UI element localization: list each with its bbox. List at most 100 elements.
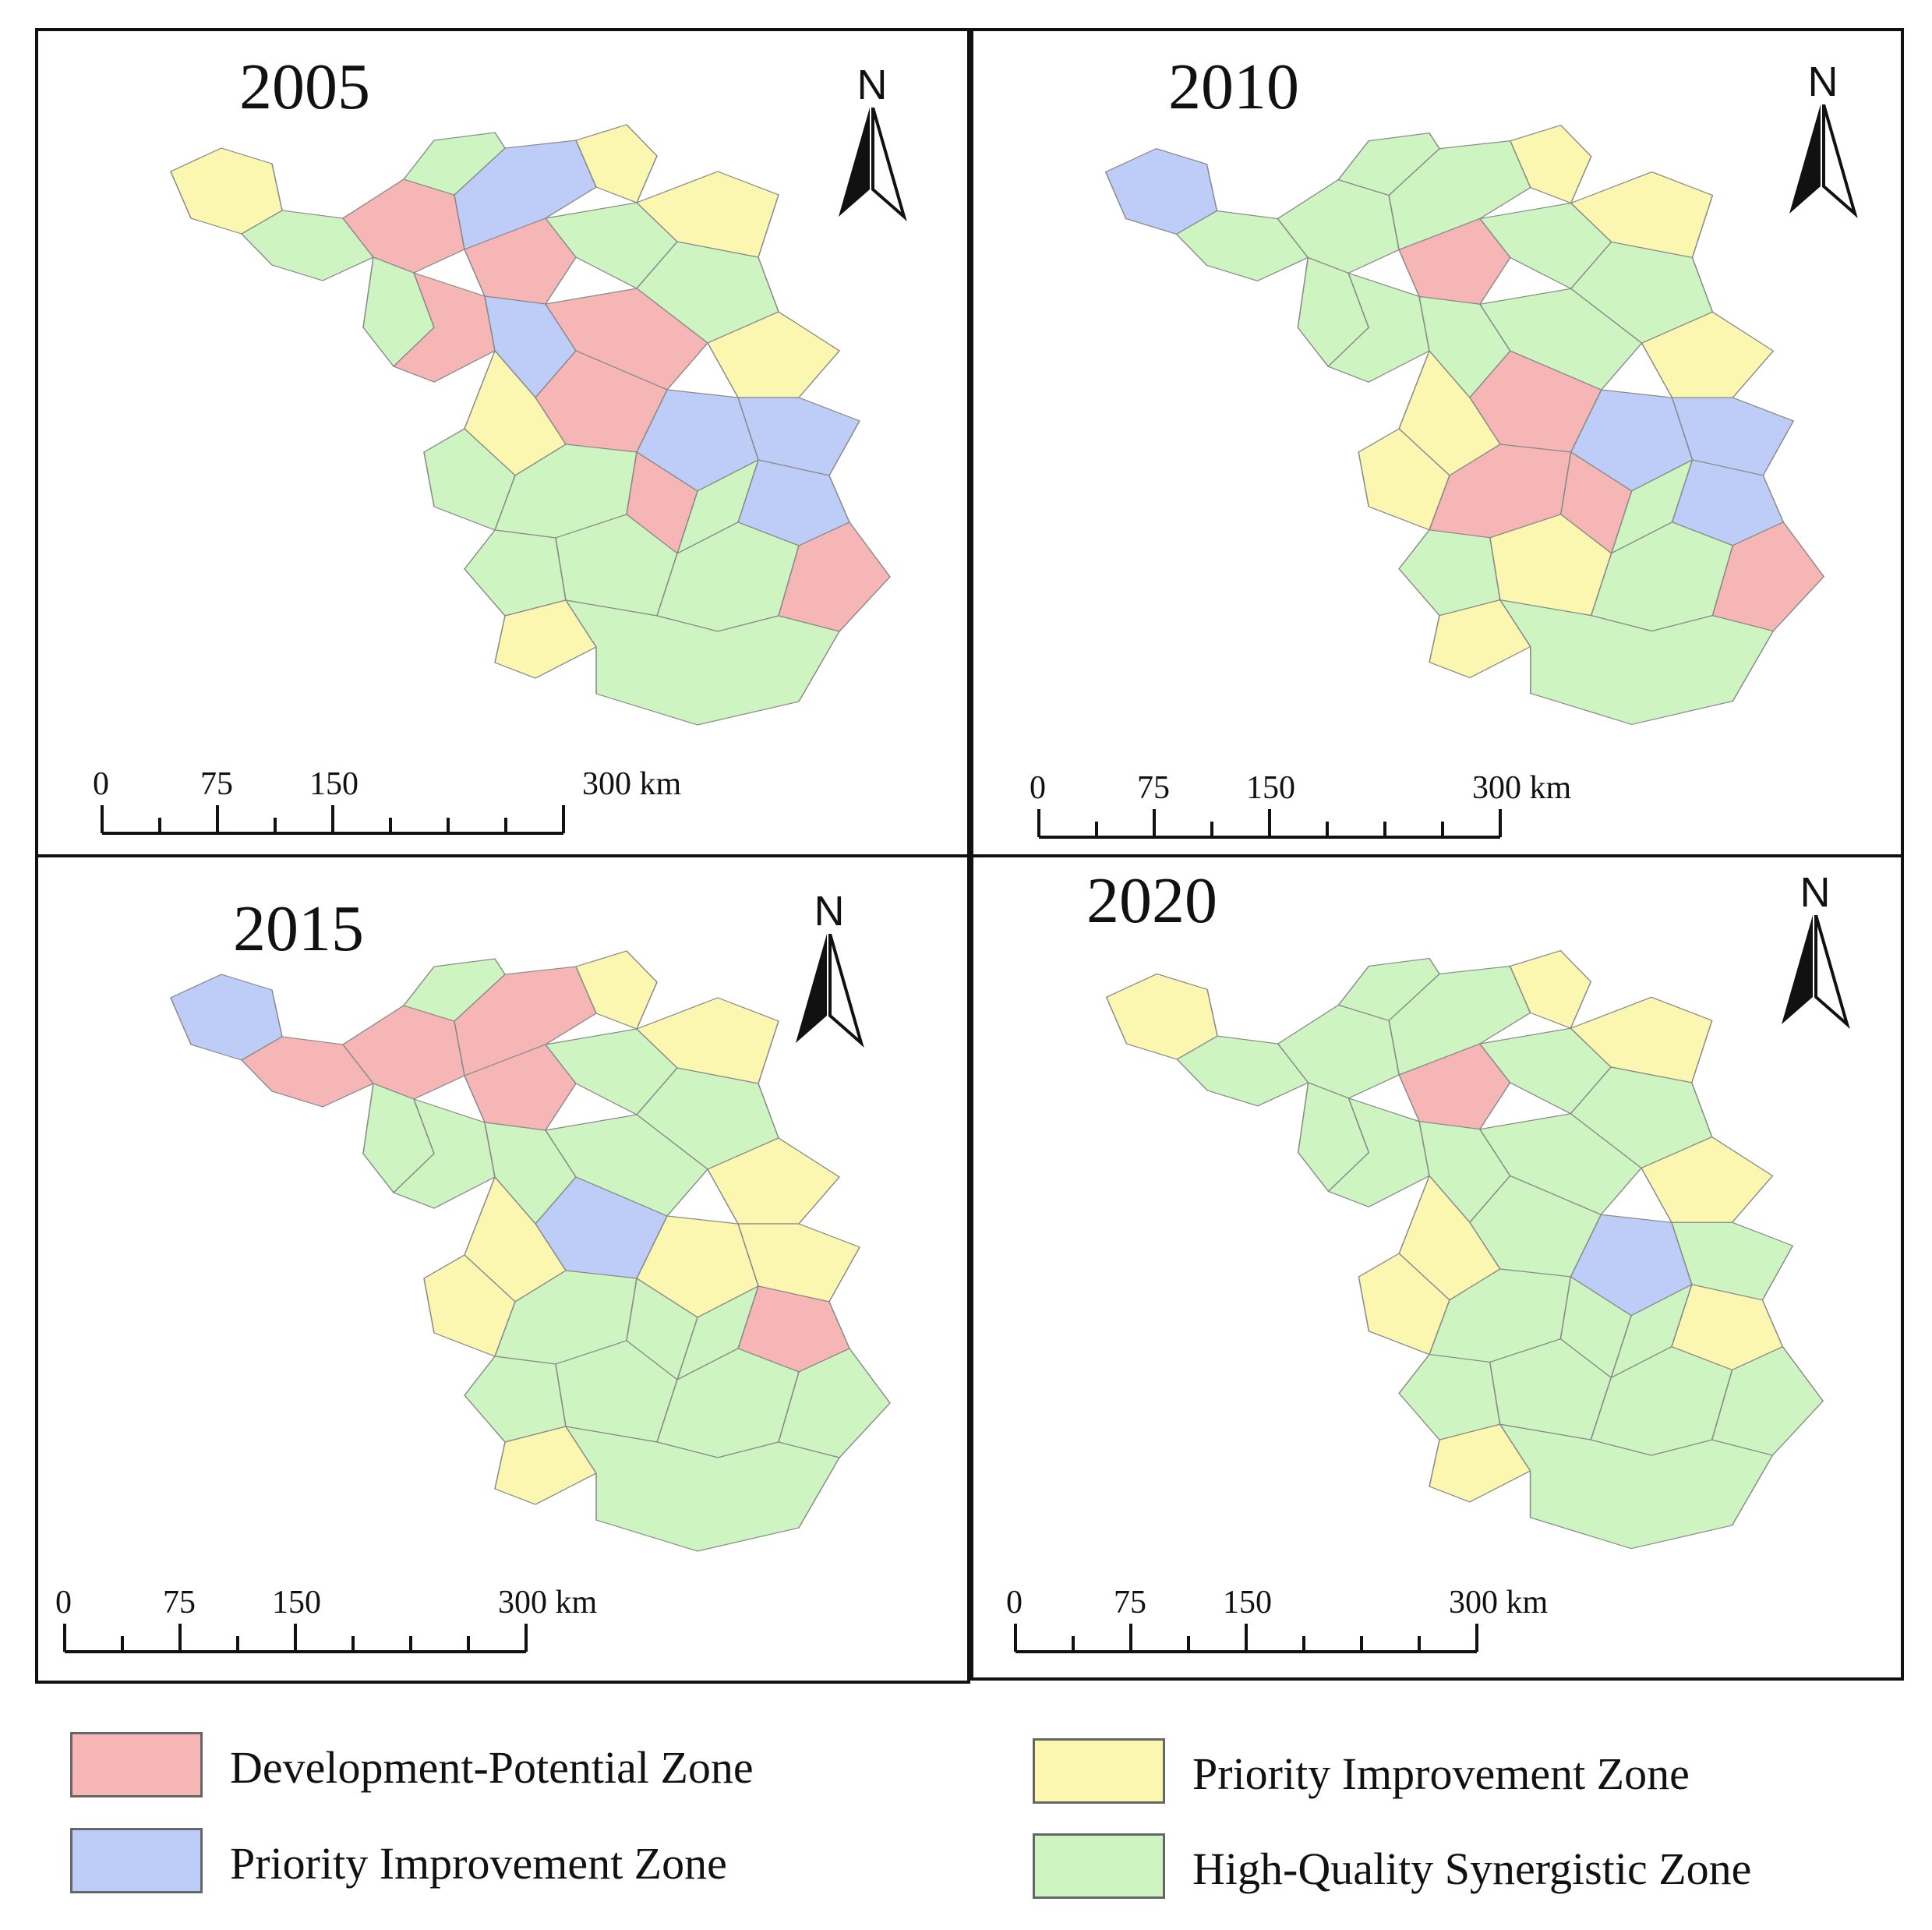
scale-bar-graphic [1037,809,1502,839]
legend-label: High-Quality Synergistic Zone [1192,1843,1752,1894]
map-panel-2020: 2020 N 0 75 150 300 km [970,854,1904,1681]
scale-bar: 0 75 150 300 km [1030,770,1571,857]
scale-bar: 0 75 150 300 km [55,1585,597,1672]
county-region [778,1348,891,1458]
legend-swatch [70,1828,203,1893]
county-region [494,1426,598,1505]
legend-swatch [70,1732,203,1797]
region-map [1105,949,1824,1550]
scale-tick-label: 150 [1246,770,1295,806]
map-panel-2005: 2005 N 0 75 150 300 km [35,28,970,857]
legend-item-high-quality-synergistic: High-Quality Synergistic Zone [1033,1833,1890,1903]
county-region [402,132,506,196]
scale-end-label: 300 km [582,766,682,802]
region-map [1104,124,1825,726]
county-region [1570,996,1713,1083]
legend-label: Priority Improvement Zone [230,1838,727,1889]
county-region [635,171,779,258]
county-region [1429,599,1531,679]
county-region [423,428,516,531]
county-region [1711,521,1825,632]
year-label: 2010 [1168,51,1299,123]
north-label: N [1807,58,1838,105]
map-panel-2015: 2015 N 0 75 150 300 km [35,854,970,1684]
year-label: 2020 [1086,864,1217,937]
county-region [464,1044,577,1131]
scale-tick-label: 0 [1006,1585,1023,1621]
county-region [1478,1113,1643,1216]
county-region [1398,1353,1501,1440]
county-region [464,529,567,617]
north-label: N [1800,869,1831,916]
county-region [575,950,658,1030]
north-arrow-icon: N [1772,869,1858,1029]
county-region [1337,957,1440,1021]
scale-tick-label: 75 [163,1585,196,1621]
county-region [1641,1136,1774,1223]
scale-tick-label: 75 [1114,1585,1146,1621]
county-region [564,1426,841,1552]
county-region [464,1356,567,1443]
county-region [1478,288,1643,391]
county-region [1398,217,1511,305]
county-region [1398,529,1501,617]
county-region [464,217,577,305]
scale-bar-graphic [1014,1624,1478,1653]
county-region [423,1254,516,1357]
scale-end-label: 300 km [498,1585,598,1621]
scale-tick-label: 75 [1137,770,1170,806]
legend-swatch [1033,1833,1165,1899]
county-region [1429,1423,1531,1503]
year-label: 2005 [239,51,370,123]
north-arrow-icon: N [786,888,872,1048]
scale-bar-graphic [63,1624,528,1653]
scale-tick-label: 0 [55,1585,72,1621]
county-region [494,599,598,679]
region-map [170,124,891,726]
north-arrow-icon: N [829,62,915,221]
legend-item-priority-improvement-yellow: Priority Improvement Zone [1033,1738,1890,1808]
county-region [1509,124,1592,204]
north-arrow-icon: N [1780,58,1866,218]
county-region [1358,428,1450,531]
scale-bar: 0 75 150 300 km [93,766,681,854]
county-region [1711,1345,1824,1456]
county-region [1499,1423,1774,1550]
county-region [707,1137,841,1225]
county-region [1499,599,1775,726]
legend-label: Priority Improvement Zone [1192,1748,1690,1799]
county-region [635,997,779,1084]
north-label: N [857,62,888,108]
county-region [544,1114,709,1217]
county-region [1641,311,1775,398]
county-region [1337,133,1440,196]
legend-item-priority-improvement-blue: Priority Improvement Zone [70,1828,849,1898]
legend-item-development-potential: Development-Potential Zone [70,1732,849,1802]
county-region [564,599,841,726]
region-map [170,950,891,1552]
county-region [575,124,658,203]
legend-swatch [1033,1738,1165,1804]
county-region [544,288,709,391]
county-region [1398,1043,1511,1130]
north-label: N [814,888,845,935]
county-region [778,521,891,632]
scale-tick-label: 150 [309,766,358,802]
county-region [402,958,506,1022]
county-region [1509,949,1592,1030]
county-region [707,311,841,398]
scale-end-label: 300 km [1449,1585,1549,1621]
scale-bar: 0 75 150 300 km [1006,1585,1548,1672]
map-panel-2010: 2010 N 0 75 150 300 km [970,28,1904,857]
legend-label: Development-Potential Zone [230,1742,754,1793]
county-region [1358,1253,1450,1356]
scale-tick-label: 0 [1030,770,1046,806]
scale-bar-graphic [101,805,565,835]
year-label: 2015 [233,893,364,965]
scale-tick-label: 75 [200,766,233,802]
county-region [1570,171,1714,259]
scale-tick-label: 150 [272,1585,321,1621]
scale-tick-label: 0 [93,766,109,802]
scale-end-label: 300 km [1472,770,1572,806]
scale-tick-label: 150 [1223,1585,1272,1621]
